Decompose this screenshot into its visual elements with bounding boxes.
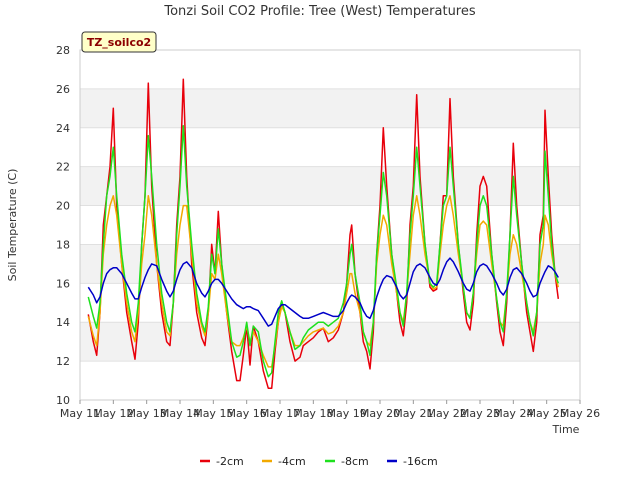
y-tick-label: 28	[56, 44, 70, 57]
series-lines	[87, 78, 560, 390]
legend-label: -16cm	[403, 455, 438, 468]
legend-label: -2cm	[216, 455, 244, 468]
x-tick-label: May 17	[260, 407, 300, 420]
chart-title: Tonzi Soil CO2 Profile: Tree (West) Temp…	[163, 4, 476, 19]
x-tick-label: May 21	[393, 407, 433, 420]
background-band	[80, 88, 580, 128]
legend-label: -4cm	[278, 455, 306, 468]
y-tick-label: 14	[56, 316, 70, 329]
x-tick-label: May 16	[227, 407, 267, 420]
x-tick-label: May 24	[493, 407, 533, 420]
series-line-8cm	[87, 125, 560, 378]
background-band	[80, 322, 580, 362]
site-badge-label: TZ_soilco2	[87, 36, 151, 49]
y-axis-ticks: 10 12 14 16 18 20 22 24 26 28	[56, 44, 70, 407]
x-tick-label: May 23	[460, 407, 500, 420]
y-tick-label: 24	[56, 122, 70, 135]
x-tick-label: May 13	[127, 407, 167, 420]
y-axis-label: Soil Temperature (C)	[6, 169, 19, 282]
x-tick-label: May 26	[560, 407, 600, 420]
x-tick-label: May 15	[193, 407, 233, 420]
legend-label: -8cm	[341, 455, 369, 468]
background-band	[80, 244, 580, 284]
y-tick-label: 18	[56, 238, 70, 251]
x-tick-label: May 12	[93, 407, 133, 420]
y-tick-label: 20	[56, 200, 70, 213]
site-badge: TZ_soilco2	[81, 31, 157, 53]
x-tick-label: May 20	[360, 407, 400, 420]
series-line-2cm	[87, 78, 560, 390]
x-tick-label: May 25	[527, 407, 567, 420]
site-badge-box	[81, 31, 157, 53]
x-axis-label: Time	[552, 423, 580, 436]
series-line-16cm	[87, 257, 559, 327]
y-tick-label: 16	[56, 277, 70, 290]
x-tick-label: May 18	[293, 407, 333, 420]
series-line-4cm	[87, 195, 560, 368]
background-bands	[80, 88, 580, 362]
plot-frame	[79, 49, 581, 401]
x-tick-label: May 14	[160, 407, 200, 420]
y-tick-label: 10	[56, 394, 70, 407]
y-tick-label: 26	[56, 83, 70, 96]
x-tick-label: May 19	[327, 407, 367, 420]
background-band	[80, 166, 580, 206]
y-tick-label: 12	[56, 355, 70, 368]
legend: -2cm -4cm -8cm -16cm	[200, 455, 438, 468]
x-tick-label: May 11	[60, 407, 100, 420]
x-tick-label: May 22	[427, 407, 467, 420]
y-tick-label: 22	[56, 161, 70, 174]
